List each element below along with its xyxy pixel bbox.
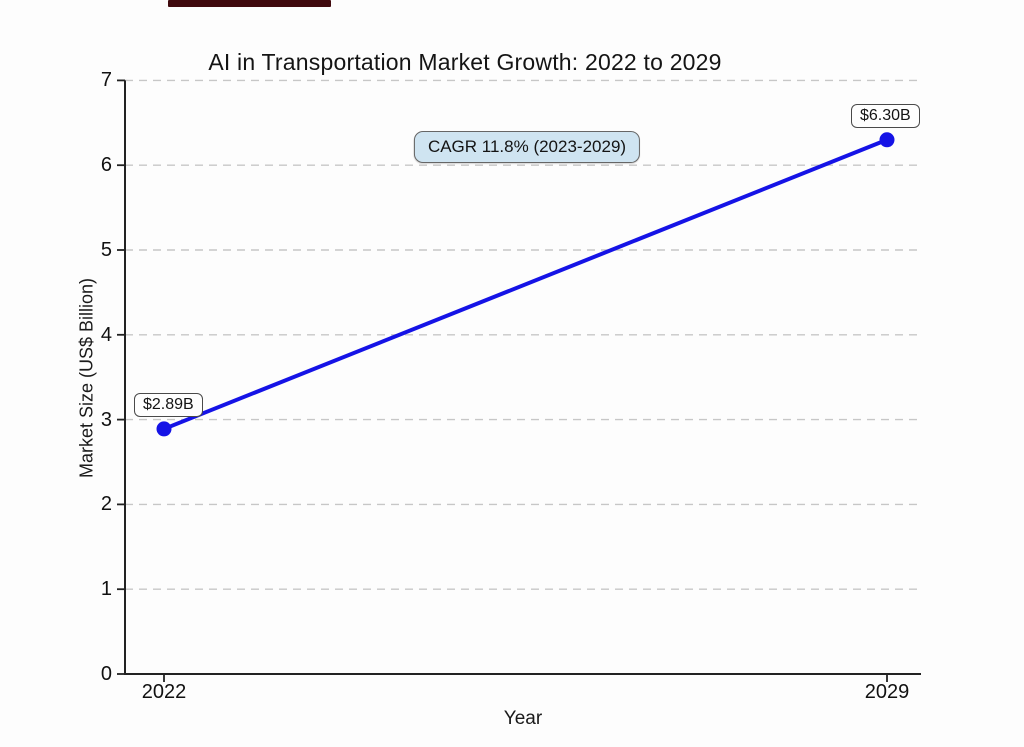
y-tick-label-2: 2 (100, 493, 112, 516)
data-point-2029 (879, 132, 895, 148)
chart-title: AI in Transportation Market Growth: 2022… (208, 49, 722, 75)
y-tick-label-5: 5 (100, 239, 112, 261)
y-tick-label-3: 3 (100, 408, 112, 431)
y-tick-label-4: 4 (100, 323, 112, 346)
y-tick-label-7: 7 (100, 69, 112, 92)
point-label-2022: $2.89B (134, 393, 203, 417)
x-tick-label-2029: 2029 (864, 681, 910, 703)
top-artifact-bar (168, 0, 331, 7)
growth-line (162, 137, 889, 431)
x-axis-label: Year (503, 708, 543, 729)
data-point-2022 (156, 421, 172, 437)
x-tick-label-2022: 2022 (141, 681, 187, 703)
point-label-2029: $6.30B (851, 104, 920, 128)
y-tick-label-0: 0 (100, 663, 112, 685)
y-tick-label-1: 1 (100, 578, 112, 601)
cagr-annotation: CAGR 11.8% (2023-2029) (413, 131, 641, 163)
y-tick-label-6: 6 (100, 154, 112, 177)
y-axis-label: Market Size (US$ Billion) (76, 277, 97, 479)
